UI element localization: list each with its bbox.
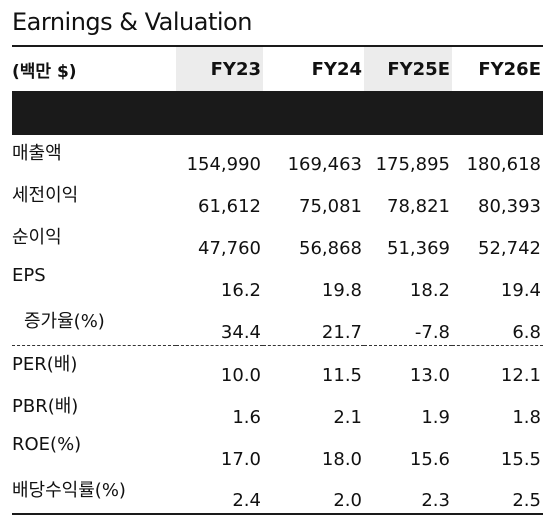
cell-value: 47,760 [198,238,261,259]
cell-value: 1.8 [512,406,541,428]
table-row-eps: EPS 16.2 19.8 18.2 19.4 [12,261,543,303]
column-header-fy23: FY23 [176,47,263,91]
row-label: 매출액 [12,143,62,164]
cell-value: 16.2 [220,280,261,301]
cell-value: 78,821 [387,196,450,217]
cell-value: 6.8 [512,321,541,343]
table-row-dividend-yield: 배당수익률(%) 2.4 2.0 2.3 2.5 [12,472,543,514]
cell-value: 51,369 [387,238,450,259]
cell-value: 175,895 [375,154,450,175]
cell-value: 2.1 [333,406,362,428]
cell-value: 19.8 [321,280,362,301]
table-row-roe: ROE(%) 17.0 18.0 15.6 15.5 [12,430,543,472]
cell-value: 80,393 [478,196,541,217]
unit-label: (백만 $) [12,61,77,82]
row-label: 순이익 [12,227,62,248]
cell-value: 180,618 [466,154,541,175]
cell-value: 75,081 [299,196,362,217]
cell-value: 56,868 [299,238,362,259]
cell-value: 2.4 [232,489,261,511]
row-label: ROE(%) [12,433,82,455]
row-label: 증가율(%) [24,311,105,332]
cell-value: 2.0 [333,489,362,511]
table-row-growth: 증가율(%) 34.4 21.7 -7.8 6.8 [12,303,543,345]
cell-value: 15.5 [500,448,541,470]
dashed-divider [12,344,543,346]
header-row: (백만 $) FY23 FY24 FY25E FY26E [12,47,543,91]
table-row-pretax-income: 세전이익 61,612 75,081 78,821 80,393 [12,177,543,219]
cell-value: 169,463 [287,154,362,175]
cell-value: 13.0 [409,364,450,386]
row-label: PBR(배) [12,395,79,417]
table-row-per: PER(배) 10.0 11.5 13.0 12.1 [12,346,543,388]
cell-value: 18.0 [321,448,362,470]
top-rule [12,45,543,47]
row-label: EPS [12,265,46,286]
cell-value: 15.6 [409,448,450,470]
table-row-net-income: 순이익 47,760 56,868 51,369 52,742 [12,219,543,261]
cell-value: -7.8 [414,321,450,343]
cell-value: 2.5 [512,489,541,511]
row-label: 배당수익률(%) [12,479,126,501]
cell-value: 52,742 [478,238,541,259]
header-rule [12,91,543,135]
cell-value: 11.5 [321,364,362,386]
cell-value: 1.9 [421,406,450,428]
column-header-fy26e: FY26E [478,58,541,80]
table-row-pbr: PBR(배) 1.6 2.1 1.9 1.8 [12,388,543,430]
cell-value: 2.3 [421,489,450,511]
column-header-fy24: FY24 [311,58,362,80]
cell-value: 154,990 [186,154,261,175]
cell-value: 18.2 [409,280,450,301]
cell-value: 19.4 [500,280,541,301]
cell-value: 21.7 [321,321,362,343]
cell-value: 10.0 [220,364,261,386]
earnings-valuation-table: (백만 $) FY23 FY24 FY25E FY26E 매출액 154,990… [12,47,543,515]
column-header-fy25e: FY25E [364,47,452,91]
cell-value: 1.6 [232,406,261,428]
cell-value: 12.1 [500,364,541,386]
table-title: Earnings & Valuation [12,8,252,36]
cell-value: 61,612 [198,196,261,217]
cell-value: 34.4 [220,321,261,343]
row-label: PER(배) [12,353,78,375]
row-label: 세전이익 [12,185,79,206]
cell-value: 17.0 [220,448,261,470]
table-row-revenue: 매출액 154,990 169,463 175,895 180,618 [12,135,543,177]
bottom-rule [12,512,543,515]
